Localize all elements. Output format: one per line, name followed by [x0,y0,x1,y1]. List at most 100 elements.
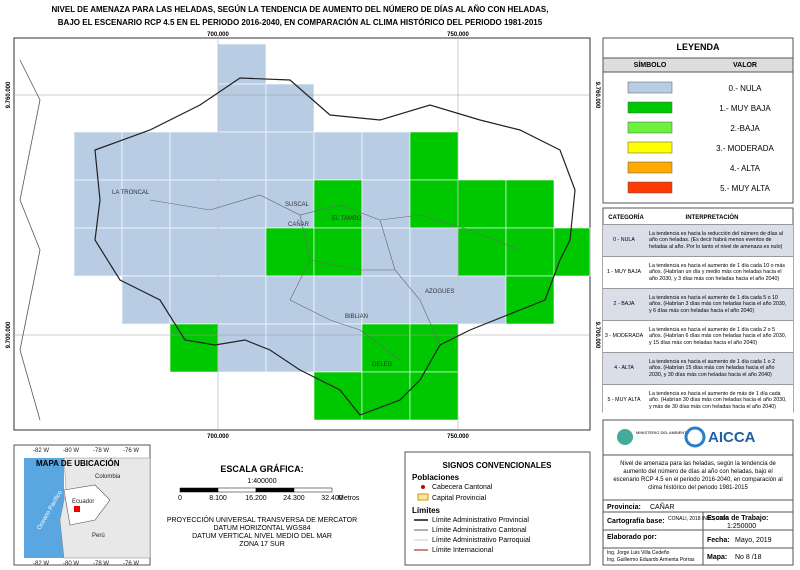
coord-label: 9.760.000 [6,81,12,108]
title: BAJO EL ESCENARIO RCP 4.5 EN EL PERIODO … [58,18,543,27]
info-value: Ing. Guillermo Eduardo Armenta Porras [607,557,695,563]
hazard-cell [169,179,219,229]
info-value: CONALI, 2018 INEC, 2016 [668,516,728,522]
table-header: CATEGORÍA [608,213,644,221]
capital-symbol [417,493,429,501]
place-label: CAÑAR [288,221,310,228]
inset-lon: -80 W [63,561,79,567]
category: 5 - MUY ALTA [607,397,641,404]
hazard-cell [265,323,315,373]
scale-segment [293,487,333,493]
place-label: AZOGUES [425,289,454,295]
legend-label: 1.- MUY BAJA [719,104,771,113]
coord-label: 750.000 [447,32,469,38]
category: 4 - ALTA [614,365,634,372]
inset-lon: -78 W [93,561,109,567]
description: Nivel de amenaza para las heladas, según… [613,461,783,491]
legend: 0.- NULA 1.- MUY BAJA 2.-BAJA 3.- MODERADA 4… [627,81,775,194]
info-label: Fecha: [707,537,730,544]
hazard-cell [409,371,459,421]
ocean [24,458,64,558]
hazard-cell [361,371,411,421]
coord-label: 9.700.000 [594,322,600,349]
province-boundary [94,77,576,416]
inset-lon: -80 W [63,448,79,454]
scale-segment [217,487,257,493]
hazard-cell [409,275,459,325]
interpretation: La tendencia es hacia el aumento de 1 dí… [649,295,787,314]
hazard-cell [361,275,411,325]
scale-tick: 16.200 [245,495,267,502]
inset-lon: -78 W [93,448,109,454]
cells [73,43,591,421]
study-area [74,506,80,512]
table-header: INTERPRETACIÓN [686,213,739,221]
place-label: SUSCAL [285,202,310,208]
legend-swatch [627,121,673,134]
inset-lon: -76 W [123,448,139,454]
category: 2 - BAJA [613,301,635,308]
hazard-cell [457,275,507,325]
info-value: Ing. Jorge Luis Villa Cedeño [607,550,670,556]
place-label: LA TRONCAL [112,190,150,196]
info-label: Elaborado por: [607,534,657,541]
coord-label: 750.000 [447,434,469,440]
place-label: EL TAMBO [332,216,362,222]
hazard-cell [265,83,315,133]
hazard-cell [409,131,459,181]
hazard-cell [169,275,219,325]
info-label: Cartografía base: [607,518,665,525]
hazard-cell [553,227,591,277]
sign-label: Capital Provincial [432,495,487,502]
interpretation: La tendencia es hacia el aumento de 1 dí… [649,263,786,282]
coord-label: 700.000 [207,434,229,440]
projection: DATUM HORIZONTAL WGS84 [213,525,310,532]
table-row: 5 - MUY ALTA La tendencia es hacia el aum… [603,384,793,416]
hazard-cell [361,179,411,229]
legend-label: 0.- NULA [729,84,763,93]
title: NIVEL DE AMENAZA PARA LAS HELADAS, SEGÚN… [52,5,549,14]
scale-bar: 0 8.100 16.200 24.300 32.400 [178,487,343,502]
info-value: No 8 /18 [735,554,762,561]
scale-tick: 24.300 [283,495,305,502]
scale-segment [179,487,219,493]
hazard-cell [313,131,363,181]
hazard-cell [217,179,267,229]
coord-label: 700.000 [207,32,229,38]
table-row: 2 - BAJA La tendencia es hacia el aumento… [603,288,793,320]
interpretation-rows: 0 - NULA La tendencia es hacia la reducci… [603,224,793,416]
hazard-cell [505,275,555,325]
table-row: 4 - ALTA La tendencia es hacia el aumento… [603,352,793,384]
hazard-cell [505,227,555,277]
legend-label: 2.-BAJA [730,124,760,133]
hazard-cell [121,275,171,325]
table-row: 0 - NULA La tendencia es hacia la reducci… [603,224,793,256]
hazard-cell [217,43,267,85]
inset-lon: -82 W [33,561,49,567]
sign-label: Límite Administrativo Provincial [432,517,529,524]
hazard-cell [409,227,459,277]
legend-label: 3.- MODERADA [716,144,774,153]
ministry: MINISTERIO DEL AMBIENTE [636,430,690,435]
logo [617,429,633,445]
canton-boundary [149,194,521,361]
category: 0 - NULA [613,237,635,244]
signs-box [404,451,591,566]
graticule [14,38,590,430]
info-label: Provincia: [607,504,641,511]
hazard-cell [121,227,171,277]
hazard-cell [169,227,219,277]
interpretation: La tendencia es hacia la reducción del n… [649,231,783,250]
hazard-cell [217,275,267,325]
legend-swatch [627,141,673,154]
category: 3 - MODERADA [604,333,644,340]
legend-header [602,57,794,73]
country-label: Ecuador [72,499,94,505]
projection: PROYECCIÓN UNIVERSAL TRANSVERSA DE MERCA… [167,515,357,524]
legend-swatch [627,101,673,114]
hazard-cell [313,371,363,421]
inset-title: MAPA DE UBICACIÓN [36,459,120,468]
hazard-cell [121,131,171,181]
hazard-cell [313,179,363,229]
